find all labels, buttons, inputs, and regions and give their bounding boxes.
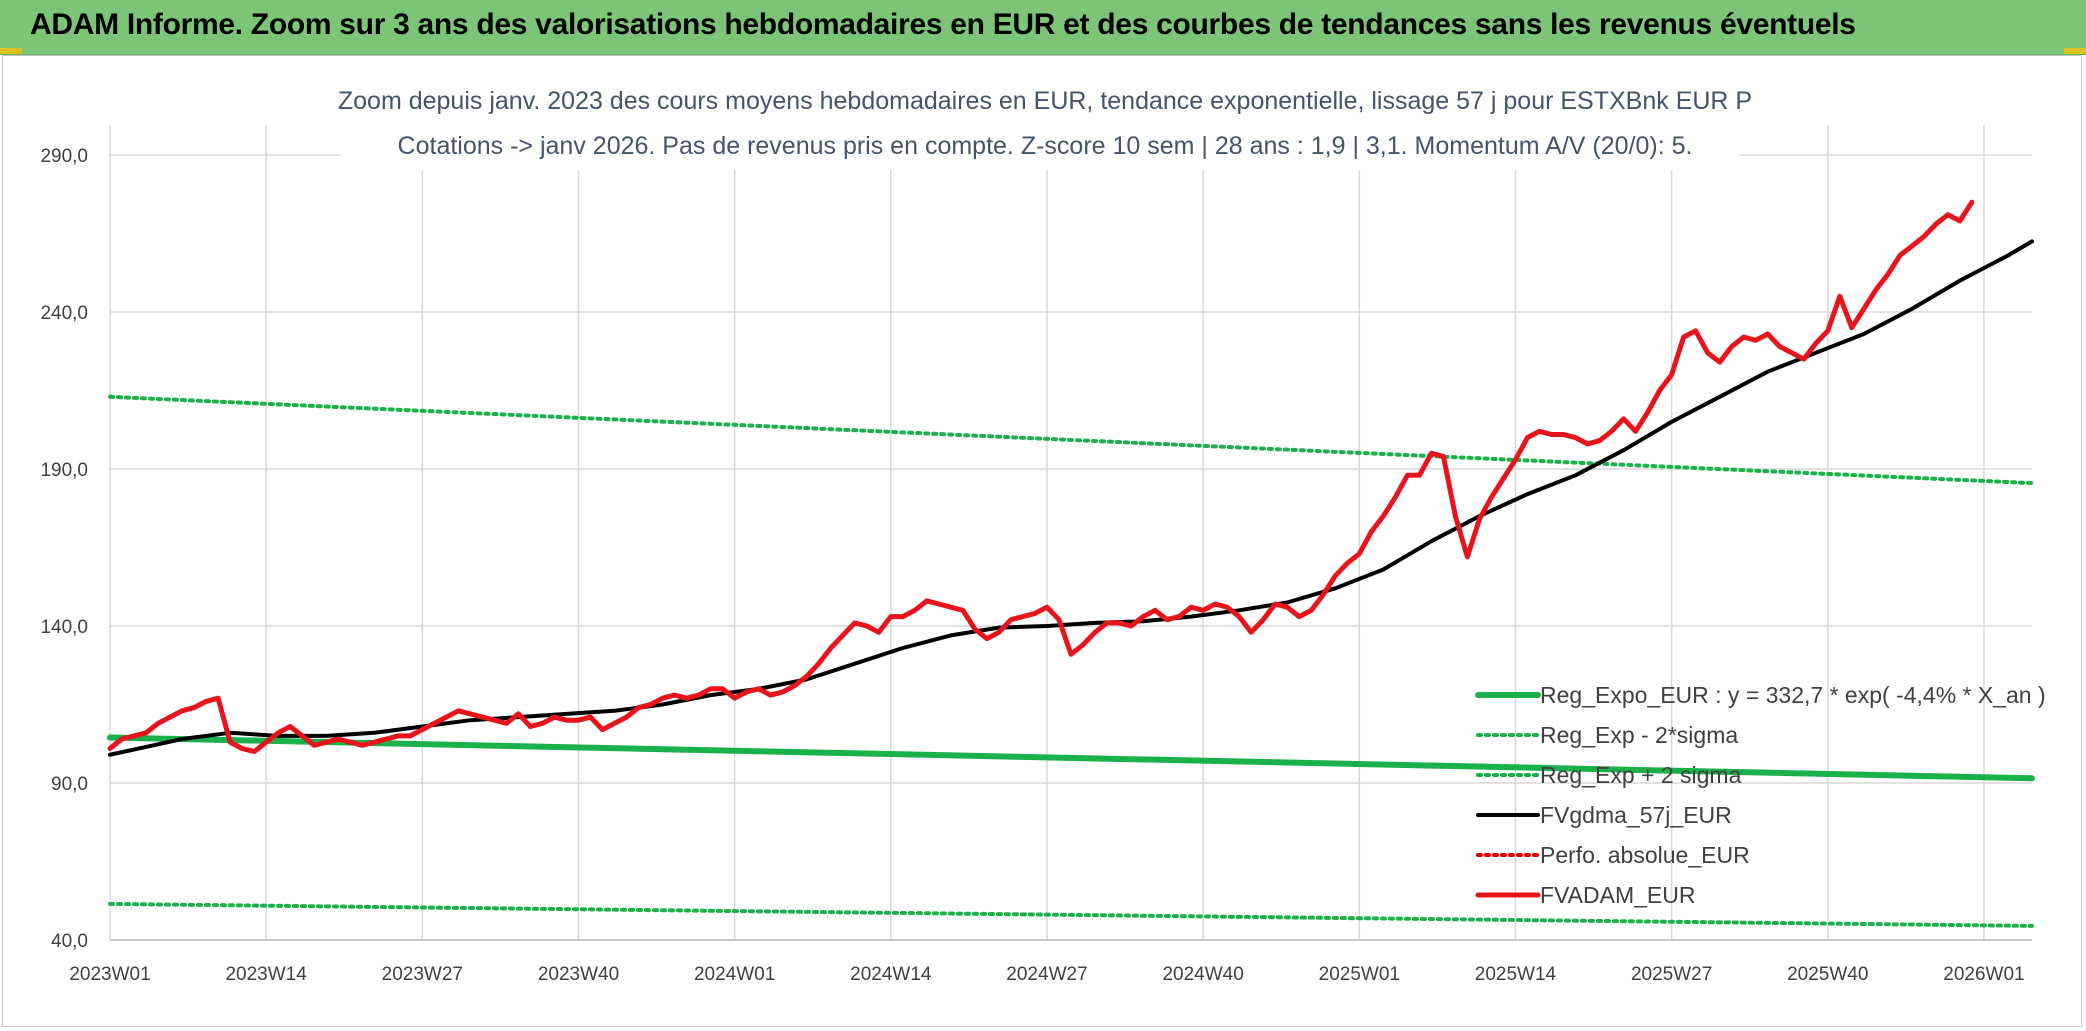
x-tick-label: 2025W27 — [1631, 964, 1712, 985]
series-line-fvgdma-57j-eur — [108, 239, 2034, 757]
y-tick-label: 140,0 — [40, 617, 88, 638]
series-line-reg-exp-2-sigma — [108, 394, 2034, 486]
subtitle-background — [340, 78, 1740, 170]
series-line-fvadam-eur — [107, 199, 1975, 755]
legend-label-reg-expo-eur-y-332-7-exp-4-4-x-an: Reg_Expo_EUR : y = 332,7 * exp( -4,4% * … — [1540, 682, 2046, 708]
report-header: ADAM Informe. Zoom sur 3 ans des valoris… — [0, 0, 2086, 55]
x-tick-label: 2025W01 — [1319, 964, 1400, 985]
legend: Reg_Expo_EUR : y = 332,7 * exp( -4,4% * … — [1475, 682, 2046, 908]
y-tick-label: 40,0 — [51, 931, 88, 952]
chart-frame — [2, 55, 2082, 1027]
header-corner-left — [0, 48, 22, 54]
y-tick-label: 290,0 — [40, 146, 88, 167]
legend-label-reg-exp-2-sigma: Reg_Exp + 2 sigma — [1540, 762, 1742, 788]
legend-label-fvgdma-57j-eur: FVgdma_57j_EUR — [1540, 802, 1732, 828]
legend-label-reg-exp-2-sigma: Reg_Exp - 2*sigma — [1540, 722, 1738, 748]
x-tick-label: 2025W14 — [1475, 964, 1557, 985]
grid-lines — [109, 125, 2032, 941]
x-axis-ticks: 2023W01 2023W14 2023W27 2023W40 2024W01 2024W… — [69, 964, 2024, 985]
x-tick-label: 2024W01 — [694, 964, 775, 985]
x-tick-label: 2024W27 — [1006, 964, 1087, 985]
x-tick-label: 2023W14 — [225, 964, 307, 985]
series-line-reg-exp-2-sigma — [108, 901, 2034, 928]
legend-label-perfo-absolue-eur: Perfo. absolue_EUR — [1540, 842, 1750, 868]
series-line-reg-expo-eur-y-332-7-exp-4-4-x-an — [107, 734, 2035, 782]
report-title: ADAM Informe. Zoom sur 3 ans des valoris… — [30, 8, 1856, 41]
y-axis-ticks: 40,0 90,0 140,0 190,0 240,0 290,0 — [40, 146, 88, 952]
chart-subtitle-line1: Zoom depuis janv. 2023 des cours moyens … — [338, 87, 1752, 115]
x-tick-label: 2024W40 — [1162, 964, 1243, 985]
x-tick-label: 2025W40 — [1787, 964, 1868, 985]
x-tick-label: 2023W01 — [69, 964, 150, 985]
y-tick-label: 90,0 — [51, 774, 88, 795]
x-tick-label: 2026W01 — [1943, 964, 2024, 985]
chart-subtitle-line2: Cotations -> janv 2026. Pas de revenus p… — [398, 132, 1693, 160]
x-tick-label: 2023W27 — [382, 964, 463, 985]
header-corner-right — [2064, 48, 2086, 54]
y-tick-label: 240,0 — [40, 303, 88, 324]
x-tick-label: 2024W14 — [850, 964, 932, 985]
x-tick-label: 2023W40 — [538, 964, 619, 985]
legend-label-fvadam-eur: FVADAM_EUR — [1540, 882, 1696, 908]
y-tick-label: 190,0 — [40, 460, 88, 481]
series-lines — [107, 199, 2035, 928]
